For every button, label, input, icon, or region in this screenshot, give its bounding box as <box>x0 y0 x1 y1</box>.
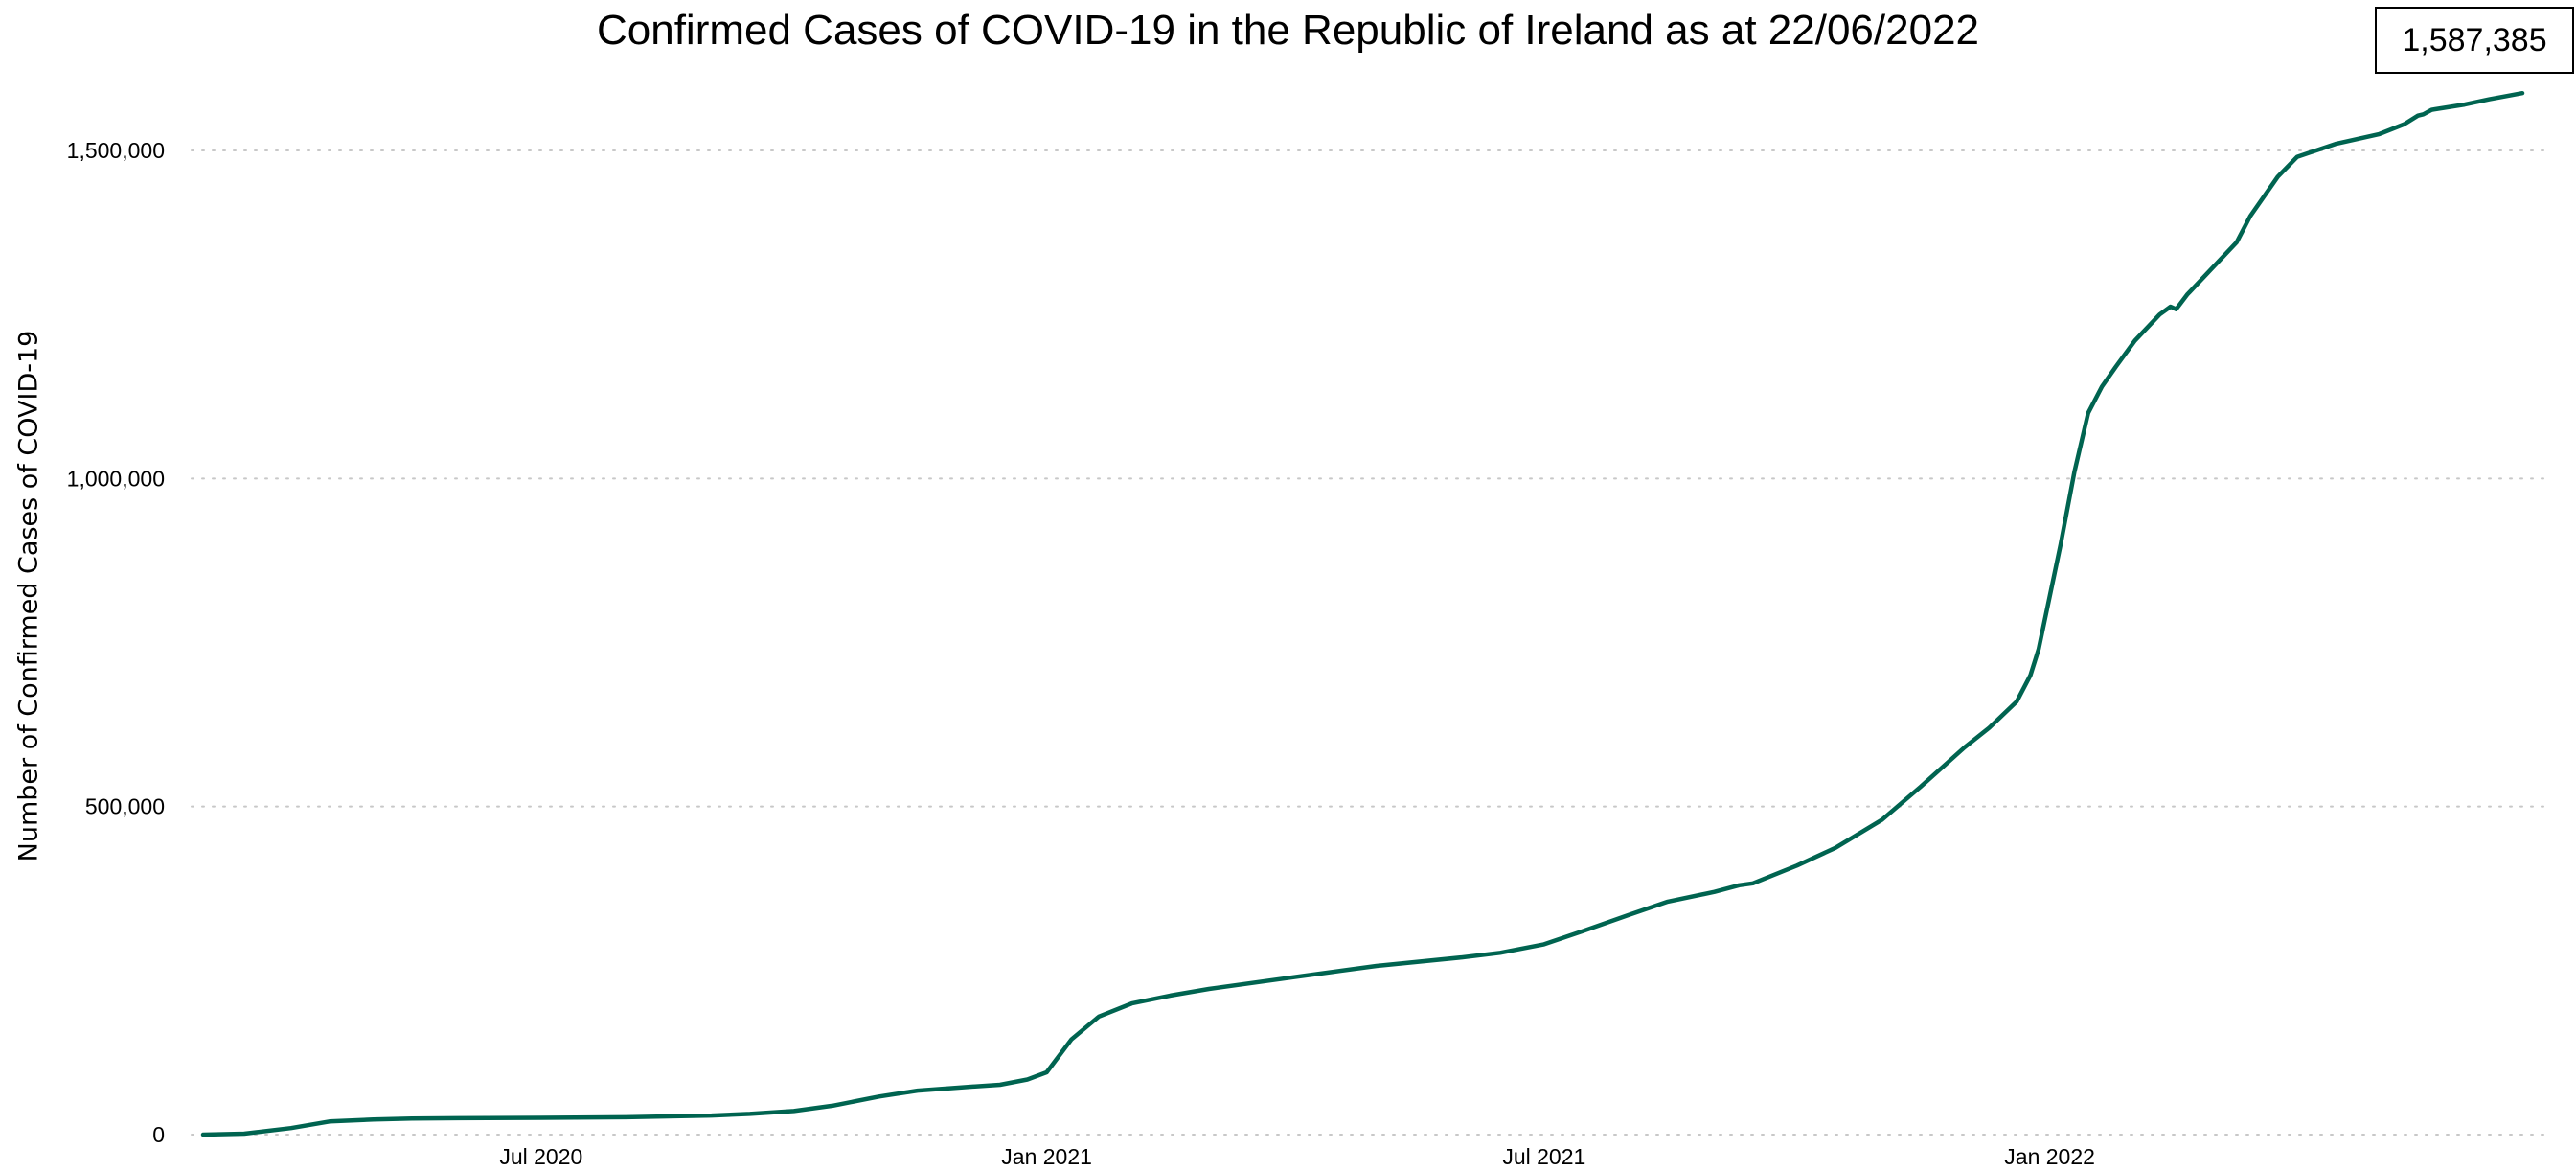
y-tick-label-3: 1,500,000 <box>67 138 165 163</box>
x-tick-label-2: Jul 2021 <box>1502 1144 1585 1169</box>
y-tick-label-0: 0 <box>152 1122 165 1147</box>
y-tick-label-2: 1,000,000 <box>67 466 165 491</box>
x-tick-label-3: Jan 2022 <box>2004 1144 2095 1169</box>
x-tick-label-0: Jul 2020 <box>499 1144 582 1169</box>
chart-title: Confirmed Cases of COVID-19 in the Repub… <box>596 7 1980 54</box>
y-tick-label-1: 500,000 <box>85 794 165 819</box>
x-tick-label-1: Jan 2021 <box>1001 1144 1092 1169</box>
series-line-0 <box>200 90 2525 1137</box>
latest-value-label: 1,587,385 <box>2375 7 2574 74</box>
